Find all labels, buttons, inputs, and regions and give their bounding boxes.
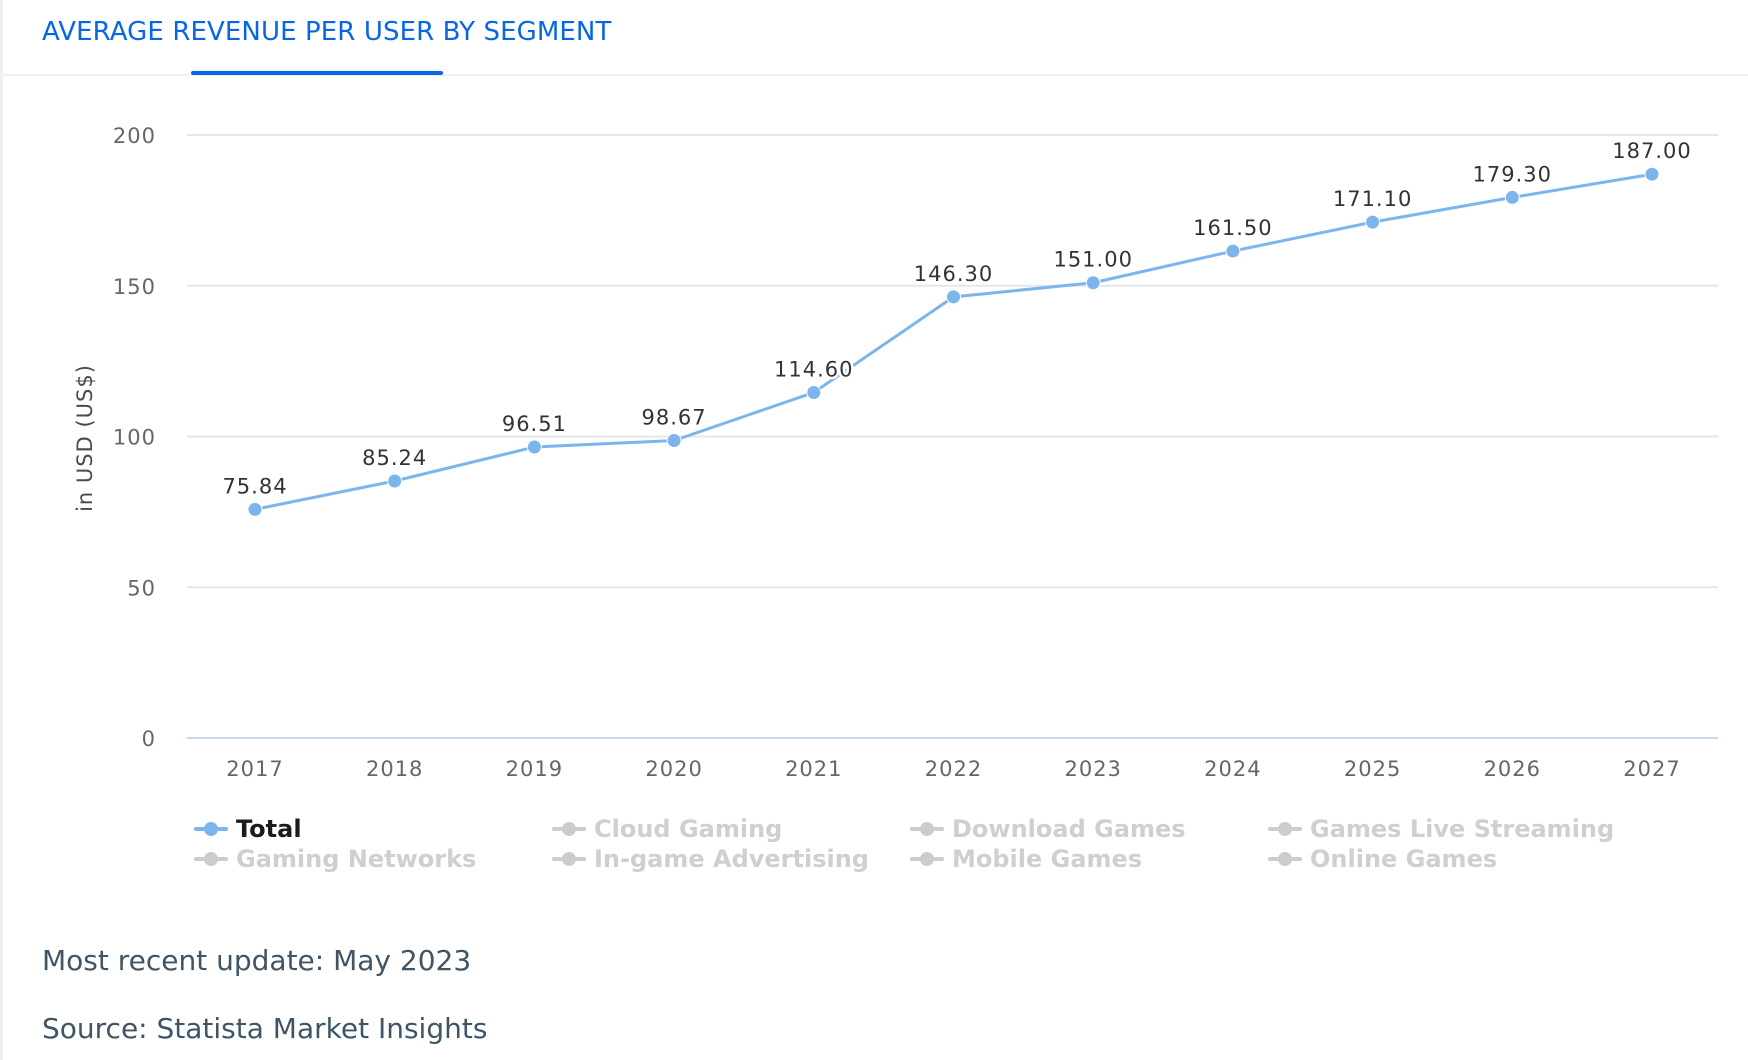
line-chart: 0 50 100 150 200 2017 2018 2019 2020 2021 2022 202… xyxy=(73,124,1718,781)
data-point xyxy=(666,433,682,449)
legend-marker-icon xyxy=(194,844,228,874)
left-border xyxy=(0,0,3,1060)
data-label-halo: 85.24 xyxy=(362,446,427,470)
x-tick-label: 2023 xyxy=(1064,757,1121,781)
data-point xyxy=(1644,166,1660,182)
data-label-halo: 75.84 xyxy=(222,474,287,498)
active-tab-indicator xyxy=(191,71,443,75)
chart-title: AVERAGE REVENUE PER USER BY SEGMENT xyxy=(42,17,612,47)
series-total[interactable] xyxy=(247,166,1660,517)
y-tick-label: 50 xyxy=(127,576,156,600)
data-label-halo: 151.00 xyxy=(1053,248,1132,272)
x-tick-label: 2019 xyxy=(506,757,563,781)
source-note: Source: Statista Market Insights xyxy=(42,1012,488,1045)
data-point xyxy=(806,384,822,400)
legend-label: In-game Advertising xyxy=(594,845,869,873)
data-point xyxy=(1504,189,1520,205)
x-tick-label: 2017 xyxy=(226,757,283,781)
data-point xyxy=(526,439,542,455)
y-tick-label: 0 xyxy=(142,727,156,751)
data-label-halo: 114.60 xyxy=(774,357,853,381)
data-point xyxy=(1365,214,1381,230)
legend-label: Online Games xyxy=(1310,845,1498,873)
data-label: 85.24 xyxy=(362,446,427,470)
legend-item-total[interactable]: Total xyxy=(194,814,302,844)
data-label: 179.30 xyxy=(1473,162,1552,186)
legend-item-in-game-advertising[interactable]: In-game Advertising xyxy=(552,844,869,874)
data-label: 151.00 xyxy=(1053,248,1132,272)
data-label: 96.51 xyxy=(502,412,567,436)
data-label-halo: 187.00 xyxy=(1612,139,1691,163)
data-label: 171.10 xyxy=(1333,187,1412,211)
data-label-halo: 179.30 xyxy=(1473,162,1552,186)
y-axis-ticks: 0 50 100 150 200 xyxy=(113,124,156,751)
legend-label: Games Live Streaming xyxy=(1310,815,1615,843)
legend-marker-icon xyxy=(910,814,944,844)
legend-label: Total xyxy=(236,815,302,843)
legend-marker-icon xyxy=(1268,844,1302,874)
data-label-halo: 146.30 xyxy=(914,262,993,286)
x-tick-label: 2025 xyxy=(1344,757,1401,781)
x-tick-label: 2020 xyxy=(645,757,702,781)
legend-item-cloud-gaming[interactable]: Cloud Gaming xyxy=(552,814,782,844)
y-tick-label: 200 xyxy=(113,124,156,148)
update-note: Most recent update: May 2023 xyxy=(42,944,472,977)
data-point xyxy=(1225,243,1241,259)
legend-marker-icon xyxy=(552,814,586,844)
x-tick-label: 2026 xyxy=(1484,757,1541,781)
data-point xyxy=(946,289,961,305)
data-label: 98.67 xyxy=(642,406,707,430)
x-axis-ticks: 2017 2018 2019 2020 2021 2022 2023 2024 2025 2026… xyxy=(226,757,1680,781)
x-tick-label: 2027 xyxy=(1623,757,1680,781)
x-tick-label: 2021 xyxy=(785,757,842,781)
legend-marker-icon xyxy=(552,844,586,874)
data-point xyxy=(247,501,263,517)
x-tick-label: 2022 xyxy=(925,757,982,781)
legend-item-download-games[interactable]: Download Games xyxy=(910,814,1186,844)
data-label: 146.30 xyxy=(914,262,993,286)
data-label-halo: 98.67 xyxy=(642,406,707,430)
data-label-halo: 96.51 xyxy=(502,412,567,436)
data-label-halo: 171.10 xyxy=(1333,187,1412,211)
data-label-halo: 161.50 xyxy=(1193,216,1272,240)
legend-label: Cloud Gaming xyxy=(594,815,783,843)
data-label: 161.50 xyxy=(1193,216,1272,240)
x-tick-label: 2018 xyxy=(366,757,423,781)
legend-marker-icon xyxy=(910,844,944,874)
legend-item-online-games[interactable]: Online Games xyxy=(1268,844,1497,874)
y-tick-label: 150 xyxy=(113,275,156,299)
y-axis-label: in USD (US$) xyxy=(73,364,97,512)
data-label: 75.84 xyxy=(222,474,287,498)
chart-legend: Total Cloud Gaming Download Games Games Liv… xyxy=(194,814,1634,884)
legend-item-gaming-networks[interactable]: Gaming Networks xyxy=(194,844,476,874)
data-point xyxy=(1085,275,1101,291)
gridlines xyxy=(187,134,1718,739)
data-label: 187.00 xyxy=(1612,139,1691,163)
data-label: 114.60 xyxy=(774,357,853,381)
legend-item-games-live-streaming[interactable]: Games Live Streaming xyxy=(1268,814,1614,844)
legend-label: Download Games xyxy=(952,815,1186,843)
data-point xyxy=(387,473,403,489)
legend-item-mobile-games[interactable]: Mobile Games xyxy=(910,844,1142,874)
y-tick-label: 100 xyxy=(113,426,156,450)
series-line xyxy=(253,172,1654,511)
legend-label: Gaming Networks xyxy=(236,845,477,873)
chart-header: AVERAGE REVENUE PER USER BY SEGMENT xyxy=(0,0,1748,76)
legend-label: Mobile Games xyxy=(952,845,1143,873)
legend-marker-icon xyxy=(1268,814,1302,844)
legend-marker-icon xyxy=(194,814,228,844)
x-tick-label: 2024 xyxy=(1204,757,1261,781)
